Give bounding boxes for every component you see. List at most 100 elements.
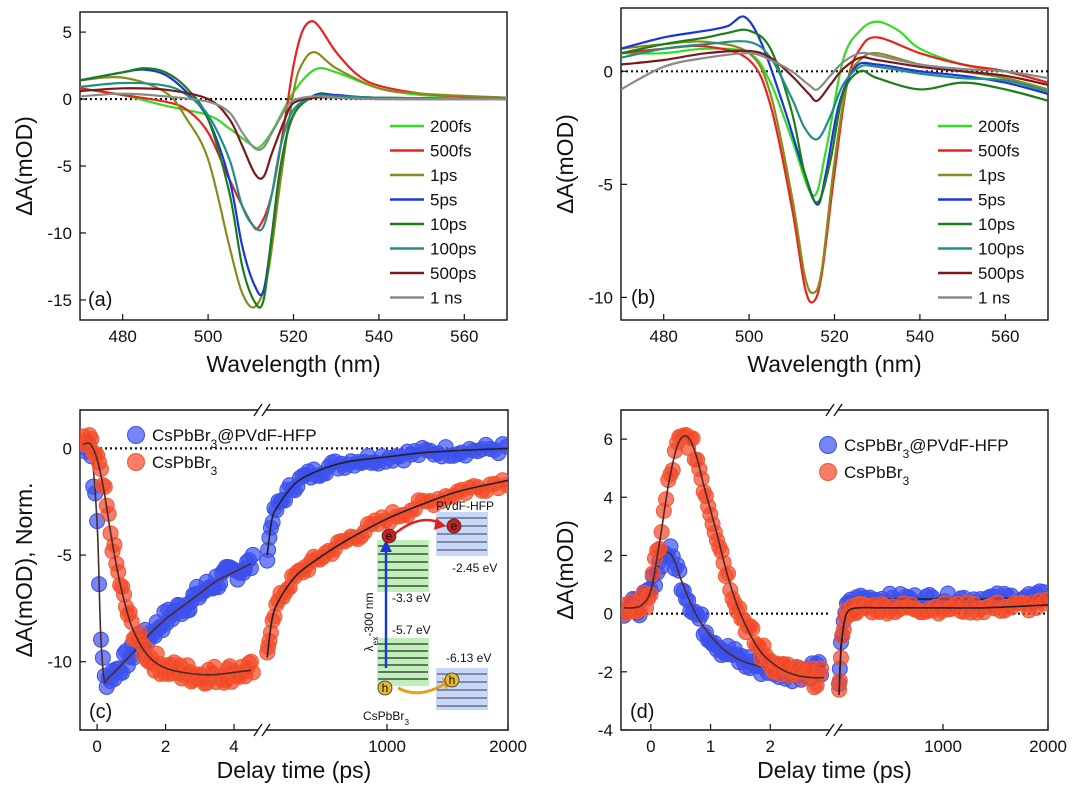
data-point: [244, 546, 261, 563]
panel-d: 0 1 2 1000 2000 6 4 2 0 -2 -4 CsPbBr3@PVdF-HFPCsPbB…: [552, 403, 1067, 783]
x-tick-label: 1: [706, 737, 715, 756]
series-line-500fs: [80, 20, 507, 231]
hole-transfer-arrow: [397, 680, 449, 695]
series-line-10ps: [621, 28, 1048, 204]
axis-break-mark: [833, 723, 843, 737]
data-point: [1038, 591, 1048, 608]
panel-label: (b): [631, 287, 655, 309]
x-tick-label: 560: [991, 327, 1019, 346]
x-tick-label: 0: [646, 737, 655, 756]
energy-level-label: -6.13 eV: [446, 651, 491, 665]
data-point: [671, 562, 688, 579]
series-line-1ns: [80, 92, 507, 152]
data-point: [242, 560, 259, 577]
energy-level-inset: e e h h PVdF-HFP -2.45 eV -3.3 eV -5.7 eV -6.13 …: [362, 499, 497, 727]
series-line-100ps: [80, 81, 507, 232]
panel-b: 480 500 520 540 560 0 -5 -10 200fs 500fs 1ps 5ps 10p…: [552, 7, 1049, 377]
plot-frame-left: [620, 409, 830, 731]
legend-marker: [819, 436, 837, 454]
x-tick-label: 2000: [1029, 737, 1067, 756]
y-tick-label: 0: [63, 439, 72, 458]
plot-frame-right: [838, 409, 1049, 731]
x-tick-label: 560: [450, 327, 478, 346]
x-tick-label: 520: [279, 327, 307, 346]
x-axis-title: Wavelength (nm): [206, 351, 380, 377]
hole-symbol: h: [449, 673, 456, 687]
legend-label: 5ps: [430, 191, 457, 210]
x-tick-label: 480: [650, 327, 678, 346]
axis-break-mark: [253, 403, 263, 417]
y-axis-title: ΔA(mOD), Norm.: [11, 482, 37, 657]
legend-label: 10ps: [978, 215, 1015, 234]
x-axis-title: Delay time (ps): [757, 757, 912, 783]
legend-label: 500fs: [430, 142, 472, 161]
fit-line: [83, 442, 252, 676]
polymer-homo-band: [436, 668, 488, 710]
x-tick-label: 520: [820, 327, 848, 346]
y-tick-label: -2: [598, 663, 613, 682]
legend-marker: [127, 426, 145, 444]
x-tick-label: 1000: [368, 737, 406, 756]
electron-symbol: e: [386, 529, 393, 543]
legend-label: 1 ns: [978, 289, 1010, 308]
series-line-500ps: [621, 49, 1048, 103]
panel-label: (a): [88, 289, 112, 311]
data-point: [720, 565, 737, 582]
legend-marker: [819, 463, 837, 481]
y-tick-label: 0: [63, 90, 72, 109]
x-tick-label: 1000: [924, 737, 962, 756]
legend-label: 100ps: [430, 240, 476, 259]
legend-label: 1 ns: [430, 289, 462, 308]
series-line-100ps: [621, 40, 1048, 141]
axis-break-mark: [253, 723, 263, 737]
legend-label: CsPbBr3: [844, 463, 910, 488]
y-tick-label: 0: [604, 605, 613, 624]
y-tick-label: -4: [598, 721, 613, 740]
panel-label: (c): [89, 701, 112, 723]
legend-label: 1ps: [978, 166, 1005, 185]
y-tick-label: -15: [47, 291, 72, 310]
series-line-1ns: [621, 51, 1048, 91]
x-tick-label: 2: [161, 737, 170, 756]
energy-level-label: -3.3 eV: [392, 591, 431, 605]
y-tick-label: 4: [604, 488, 613, 507]
series-group: [621, 15, 1048, 304]
legend-label: 200fs: [978, 117, 1020, 136]
data-point: [498, 438, 508, 455]
series-line-5ps: [621, 15, 1048, 206]
fit-line: [266, 479, 508, 658]
data-point: [813, 660, 830, 677]
fit-line: [623, 435, 825, 679]
legend-label: 5ps: [978, 191, 1005, 210]
electron-polymer: [446, 518, 462, 534]
panel-a: 480 500 520 540 560 5 0 -5 -10 -15 200fs 500fs 1ps 5p…: [11, 11, 508, 377]
x-axis-title: Wavelength (nm): [747, 351, 921, 377]
legend-label: CsPbBr3@PVdF-HFP: [844, 436, 1009, 461]
legend-label: CsPbBr3: [152, 453, 218, 478]
data-point: [642, 586, 659, 603]
x-tick-label: 2: [766, 737, 775, 756]
legend-label: CsPbBr3@PVdF-HFP: [152, 426, 317, 451]
axis-break-mark: [833, 403, 843, 417]
hole-perovskite: [377, 680, 393, 696]
y-axis-title: ΔA(mOD): [552, 114, 578, 214]
legend-label: 500ps: [430, 264, 476, 283]
legend-marker: [127, 453, 145, 471]
axis-break-mark: [825, 723, 835, 737]
x-axis-title: Delay time (ps): [217, 757, 372, 783]
y-axis-title: ΔA(mOD): [552, 520, 578, 620]
y-tick-label: -5: [598, 175, 613, 194]
legend-label: 100ps: [978, 240, 1024, 259]
axis-break-mark: [261, 403, 271, 417]
polymer-label: PVdF-HFP: [436, 499, 494, 513]
y-tick-label: -10: [47, 653, 72, 672]
y-tick-label: 6: [604, 430, 613, 449]
fit-line: [838, 604, 1048, 696]
series-group: [80, 20, 507, 309]
excitation-label: λex-300 nm: [362, 593, 380, 652]
y-tick-label: 2: [604, 546, 613, 565]
electron-symbol: e: [451, 519, 458, 533]
energy-level-label: -5.7 eV: [392, 623, 431, 637]
x-tick-label: 4: [229, 737, 238, 756]
